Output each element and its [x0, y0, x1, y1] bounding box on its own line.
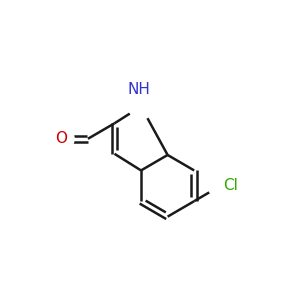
Text: NH: NH [127, 82, 150, 97]
Circle shape [49, 126, 74, 152]
Text: O: O [56, 131, 67, 146]
Circle shape [208, 173, 233, 198]
Circle shape [128, 94, 154, 119]
Text: Cl: Cl [223, 178, 238, 193]
